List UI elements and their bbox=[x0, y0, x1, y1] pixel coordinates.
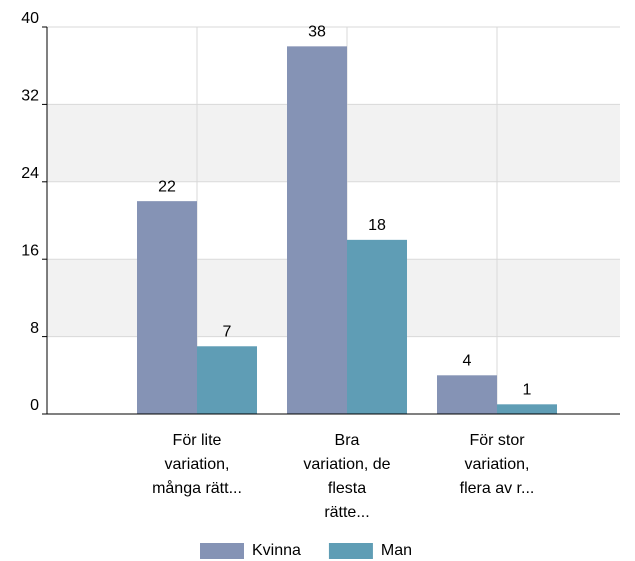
value-label: 22 bbox=[158, 178, 176, 195]
bar bbox=[197, 346, 257, 414]
value-label: 4 bbox=[463, 353, 472, 370]
x-tick-label: För stor variation, flera av r... bbox=[460, 432, 535, 497]
value-label: 7 bbox=[223, 323, 232, 340]
y-tick-label: 40 bbox=[21, 10, 39, 27]
bar bbox=[497, 404, 557, 414]
bar bbox=[287, 46, 347, 414]
y-tick-label: 24 bbox=[21, 165, 39, 182]
y-tick-label: 8 bbox=[30, 320, 39, 337]
bar bbox=[137, 201, 197, 414]
y-tick-label: 16 bbox=[21, 242, 39, 259]
bar bbox=[347, 239, 407, 414]
value-label: 38 bbox=[308, 24, 326, 41]
y-tick-label: 0 bbox=[30, 397, 39, 414]
x-tick-label: För lite variation, många rätt... bbox=[152, 432, 242, 497]
legend-label: Kvinna bbox=[252, 542, 301, 559]
legend-swatch bbox=[200, 543, 244, 559]
value-label: 18 bbox=[368, 217, 386, 234]
legend-label: Man bbox=[381, 542, 412, 559]
x-tick-label: Bra variation, de flesta rätte... bbox=[303, 432, 390, 521]
value-label: 1 bbox=[523, 382, 532, 399]
bar bbox=[437, 375, 497, 414]
legend-swatch bbox=[328, 543, 373, 559]
y-tick-label: 32 bbox=[21, 88, 39, 105]
